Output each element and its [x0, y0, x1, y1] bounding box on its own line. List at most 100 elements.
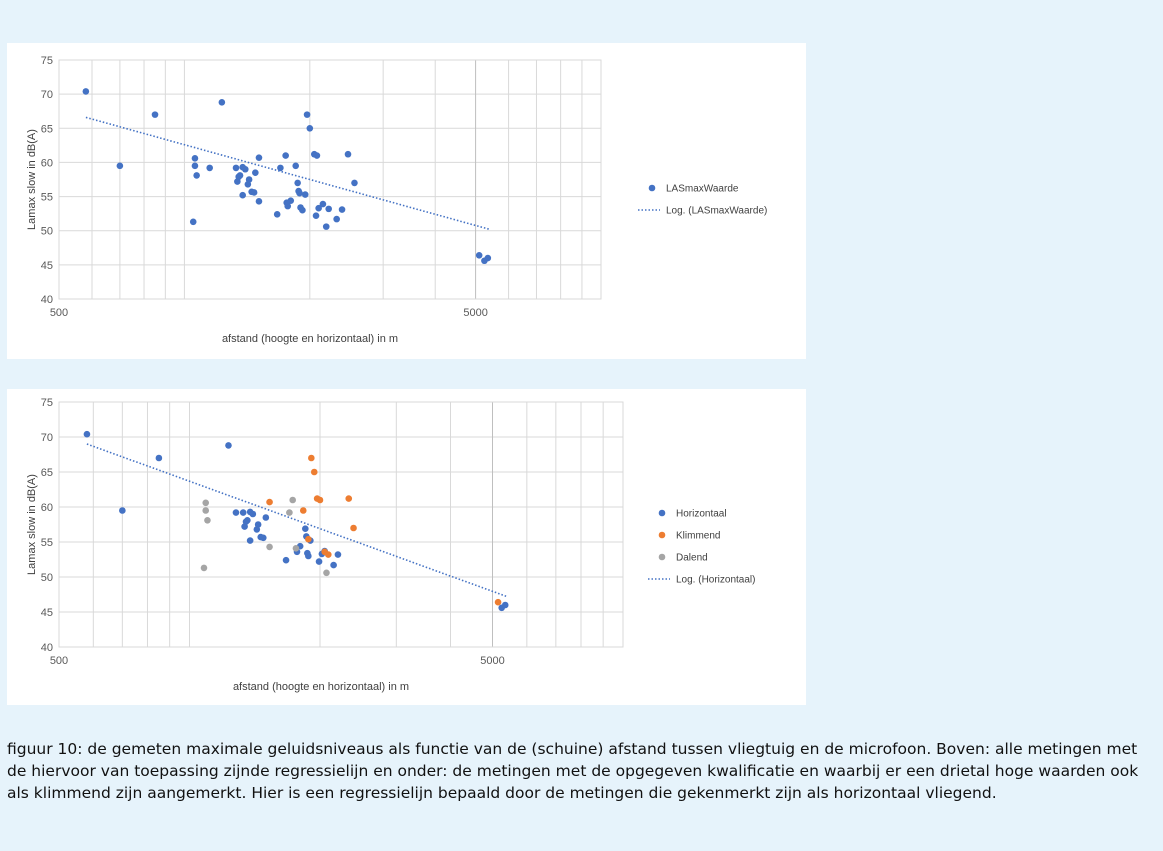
- data-point: [475, 251, 483, 259]
- legend-swatch: [658, 531, 666, 539]
- x-tick-label: 5000: [480, 655, 504, 667]
- legend-swatch: [648, 184, 656, 192]
- data-point: [266, 543, 273, 551]
- x-tick-label: 500: [50, 307, 68, 319]
- trendline: [86, 443, 508, 598]
- data-point: [315, 558, 323, 565]
- data-point: [218, 99, 226, 106]
- data-point: [245, 176, 253, 183]
- data-point: [334, 551, 342, 558]
- data-point: [193, 172, 200, 179]
- y-tick-label: 50: [41, 226, 53, 238]
- data-point: [266, 498, 273, 506]
- data-point: [204, 517, 211, 524]
- data-point: [501, 601, 509, 609]
- plot-area-border: [58, 401, 624, 648]
- data-point: [273, 211, 281, 218]
- data-point: [299, 206, 306, 214]
- data-point: [239, 509, 247, 516]
- data-point: [83, 430, 91, 438]
- data-point: [313, 152, 321, 159]
- data-point: [333, 215, 340, 223]
- data-point: [294, 179, 301, 187]
- x-tick-label: 500: [50, 655, 68, 667]
- data-point: [239, 191, 246, 199]
- data-point: [250, 189, 258, 196]
- data-point: [305, 552, 312, 560]
- y-tick-label: 55: [41, 537, 53, 549]
- chart-2-svg: 40 45 50 55 60 65 70 75 500 5000 afstand (hoogte e…: [26, 397, 755, 693]
- data-point: [246, 537, 254, 544]
- y-tick-label: 70: [41, 89, 53, 101]
- y-tick-label: 45: [41, 607, 53, 619]
- y-tick-label: 75: [41, 55, 53, 67]
- data-point: [351, 179, 358, 187]
- data-point: [282, 152, 289, 159]
- data-point: [244, 517, 251, 524]
- data-point: [494, 598, 502, 606]
- data-point: [255, 154, 263, 161]
- data-point: [232, 509, 240, 516]
- x-axis-label: afstand (hoogte en horizontaal) in m: [222, 333, 398, 345]
- y-tick-label: 40: [41, 294, 53, 306]
- data-point: [287, 197, 295, 204]
- data-point: [301, 191, 309, 198]
- legend-swatch: [658, 553, 666, 561]
- data-point: [200, 564, 208, 572]
- data-point: [277, 164, 284, 172]
- data-point: [260, 534, 267, 542]
- data-point: [292, 545, 300, 552]
- chart-panel-1: 40 45 50 55 60 65 70 75 500 5000 afstand (hoogte e…: [7, 43, 806, 359]
- data-point: [312, 212, 320, 219]
- data-point: [206, 164, 213, 172]
- data-point: [350, 524, 357, 532]
- legend-label: LASmaxWaarde: [666, 184, 739, 195]
- y-tick-label: 65: [41, 123, 53, 135]
- y-axis-label: Lamax slow in dB(A): [26, 129, 38, 230]
- chart-1-svg: 40 45 50 55 60 65 70 75 500 5000 afstand (hoogte e…: [26, 55, 767, 345]
- plot-area-border: [58, 59, 602, 300]
- y-tick-label: 50: [41, 572, 53, 584]
- y-tick-label: 60: [41, 502, 53, 514]
- y-tick-label: 40: [41, 642, 53, 654]
- legend-swatch: [658, 509, 666, 517]
- data-point: [299, 507, 307, 514]
- data-point: [316, 496, 324, 504]
- y-tick-label: 65: [41, 467, 53, 479]
- x-axis-label: afstand (hoogte en horizontaal) in m: [233, 681, 409, 693]
- data-point: [344, 150, 352, 158]
- data-point: [330, 561, 337, 569]
- y-tick-label: 70: [41, 432, 53, 444]
- data-point: [324, 551, 332, 558]
- data-point: [286, 509, 293, 516]
- data-point: [202, 507, 210, 514]
- data-point: [284, 202, 292, 210]
- data-point: [322, 223, 330, 230]
- data-point: [303, 111, 311, 118]
- data-point: [305, 535, 312, 543]
- trendline: [85, 116, 490, 231]
- data-point: [189, 218, 197, 226]
- data-point: [310, 468, 318, 476]
- data-point: [119, 507, 126, 514]
- data-point: [484, 254, 492, 262]
- data-point: [315, 204, 322, 212]
- legend-label: Log. (Horizontaal): [676, 575, 755, 586]
- data-point: [282, 556, 290, 564]
- data-point: [116, 162, 124, 170]
- data-point: [345, 495, 353, 502]
- legend-label: Klimmend: [676, 531, 720, 542]
- data-point: [225, 442, 232, 449]
- y-tick-label: 75: [41, 397, 53, 409]
- data-point: [255, 198, 263, 205]
- data-point: [306, 124, 314, 132]
- y-tick-label: 60: [41, 157, 53, 169]
- data-point: [292, 162, 300, 170]
- data-point: [191, 162, 199, 170]
- data-point: [254, 521, 262, 528]
- data-point: [289, 496, 296, 504]
- chart-panel-2: 40 45 50 55 60 65 70 75 500 5000 afstand (hoogte e…: [7, 389, 806, 705]
- figure-caption: figuur 10: de gemeten maximale geluidsni…: [7, 740, 1139, 802]
- data-point: [296, 189, 303, 197]
- data-point: [155, 454, 163, 462]
